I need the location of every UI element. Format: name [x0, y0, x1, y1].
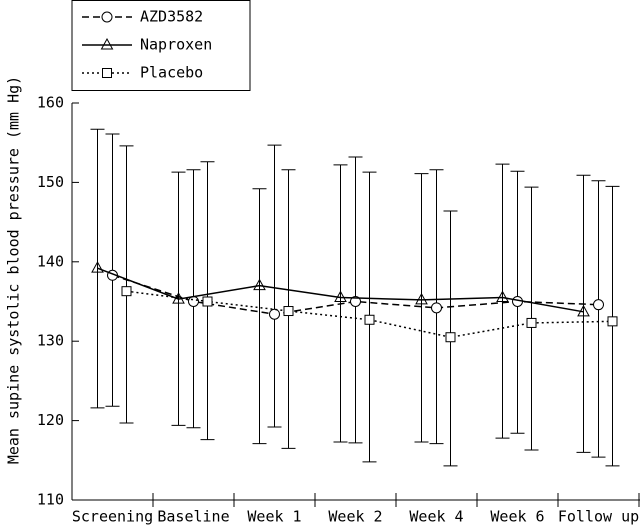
point-marker: [526, 317, 537, 328]
point-marker: [91, 261, 104, 273]
x-tick-label: Week 1: [247, 508, 301, 525]
x-tick-label: Follow up: [558, 508, 639, 525]
point-marker: [415, 292, 428, 305]
point-marker: [431, 302, 442, 314]
point-marker: [445, 332, 456, 343]
error-bar: [414, 173, 429, 443]
point-marker: [577, 304, 590, 317]
x-tick-label: Screening: [72, 508, 153, 525]
point-marker: [593, 299, 604, 311]
legend-label: Naproxen: [140, 36, 212, 54]
legend-label: AZD3582: [140, 8, 203, 26]
error-bar: [252, 188, 267, 445]
y-tick-label: 160: [37, 94, 64, 112]
y-tick-label: 130: [37, 332, 64, 350]
error-bar: [333, 164, 348, 443]
error-bar: [119, 145, 134, 424]
x-tick-label: Week 6: [490, 508, 544, 525]
legend-marker: [101, 11, 113, 23]
y-tick-label: 110: [37, 491, 64, 509]
point-marker: [364, 314, 375, 325]
point-marker: [269, 308, 280, 320]
x-tick-label: Week 2: [328, 508, 382, 525]
point-marker: [202, 296, 213, 307]
point-marker: [334, 290, 347, 303]
y-axis-label: Mean supine systolic blood pressure (mm …: [5, 76, 23, 464]
error-bar: [591, 180, 606, 458]
point-marker: [350, 296, 361, 307]
error-bar: [267, 144, 282, 428]
point-marker: [253, 278, 266, 291]
legend-label: Placebo: [140, 64, 203, 82]
point-marker: [496, 290, 509, 303]
x-tick-label: Week 4: [409, 508, 463, 525]
error-bar: [576, 174, 591, 453]
legend-marker: [100, 37, 114, 50]
y-tick-label: 120: [37, 411, 64, 429]
point-marker: [607, 316, 618, 327]
point-marker: [188, 296, 199, 307]
x-tick-label: Baseline: [157, 508, 229, 525]
point-marker: [283, 306, 294, 317]
y-tick-label: 140: [37, 252, 64, 270]
legend-marker: [102, 68, 112, 78]
point-marker: [121, 286, 132, 297]
y-tick-label: 150: [37, 173, 64, 191]
series-line: [97, 267, 584, 313]
